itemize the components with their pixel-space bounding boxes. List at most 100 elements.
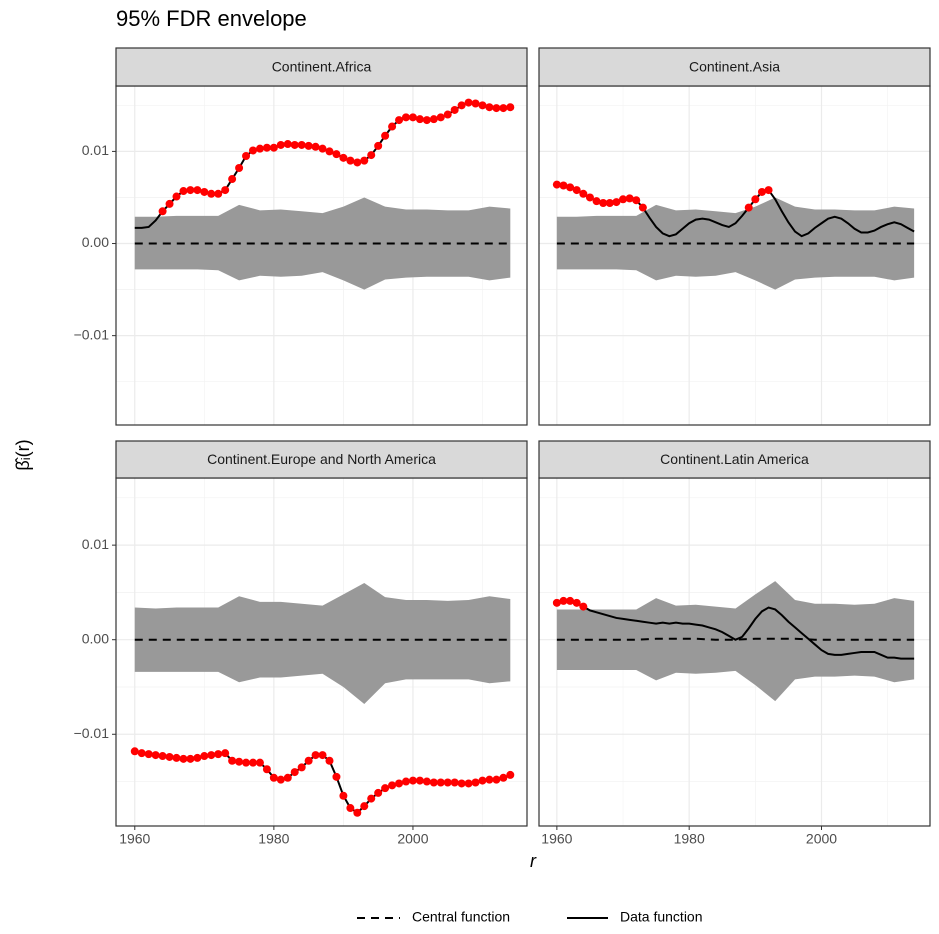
data-point [422,777,431,786]
data-point [172,192,181,201]
data-point [599,198,608,207]
strip [115,440,528,479]
data-point [353,808,362,817]
data-point [757,187,766,196]
y-tick-label: −0.01 [74,725,110,741]
data-point [374,788,383,797]
data-point [429,778,438,787]
data-point [499,104,508,113]
strip-label: Continent.Europe and North America [207,451,436,467]
y-axis-label: β̂ᵢ(r) [13,439,33,470]
data-point [471,778,480,787]
data-point [221,749,230,758]
data-point [249,146,257,155]
data-point [130,747,139,756]
data-point [381,131,390,140]
data-point [744,203,753,212]
data-point [625,194,634,203]
data-point [144,750,153,759]
data-point [464,779,473,788]
data-point [612,198,621,207]
data-point [619,195,628,204]
legend-label: Central function [412,909,510,925]
data-point [283,773,292,782]
data-point [436,778,445,787]
data-point [492,104,501,113]
data-point [559,181,568,190]
data-point [200,187,209,196]
data-point [422,116,431,125]
data-point [339,791,348,800]
data-point [172,753,181,762]
data-point [325,147,334,156]
data-point [255,144,264,153]
y-tick-label: −0.01 [74,326,110,342]
y-tick-label: 0.00 [82,630,109,646]
data-point [283,140,292,149]
data-point [311,751,320,760]
data-point [158,207,167,216]
data-point [499,773,508,782]
x-tick-label: 2000 [397,831,428,847]
data-point [552,180,561,189]
data-point [632,196,641,205]
data-point [408,776,417,785]
data-point [605,198,614,207]
strip [115,47,528,87]
data-point [137,749,146,758]
x-tick-label: 2000 [806,831,837,847]
data-point [311,142,320,151]
data-point [506,770,515,779]
data-line [556,599,915,660]
x-tick-label: 1980 [674,831,705,847]
data-point [478,776,487,785]
data-point [151,751,160,760]
data-point [304,756,313,765]
data-point [242,758,251,767]
data-point [165,752,174,761]
data-point [436,113,445,122]
data-point [506,103,515,112]
data-point [415,115,424,124]
strip-label: Continent.Africa [272,59,372,75]
data-point [200,752,209,761]
data-point [339,153,348,162]
data-point [297,763,306,772]
data-point [242,152,251,161]
data-point [401,113,410,122]
data-point [457,779,466,788]
data-point [360,156,369,165]
data-point [638,203,647,212]
data-point [579,189,588,198]
data-point [367,794,376,803]
data-point [249,758,257,767]
strip-label: Continent.Asia [689,59,780,75]
data-point [290,140,299,149]
data-point [276,140,285,149]
data-point [585,193,594,202]
data-point [165,199,174,208]
chart-title: 95% FDR envelope [116,6,307,31]
data-point [374,141,383,150]
strip [538,440,931,479]
data-point [276,775,285,784]
data-point [346,156,355,165]
data-point [367,151,376,160]
y-tick-label: 0.01 [82,142,109,158]
data-point [186,186,195,195]
data-point [346,804,355,813]
data-point [450,105,459,114]
data-point [262,143,271,152]
x-tick-label: 1960 [119,831,150,847]
data-point [290,768,299,777]
data-point [235,163,244,172]
data-point [193,753,202,762]
data-point [381,784,390,793]
data-point [751,195,760,204]
data-point [214,189,223,198]
data-point [457,101,466,110]
data-point [572,598,581,607]
data-point [332,150,341,159]
data-point [297,140,306,149]
